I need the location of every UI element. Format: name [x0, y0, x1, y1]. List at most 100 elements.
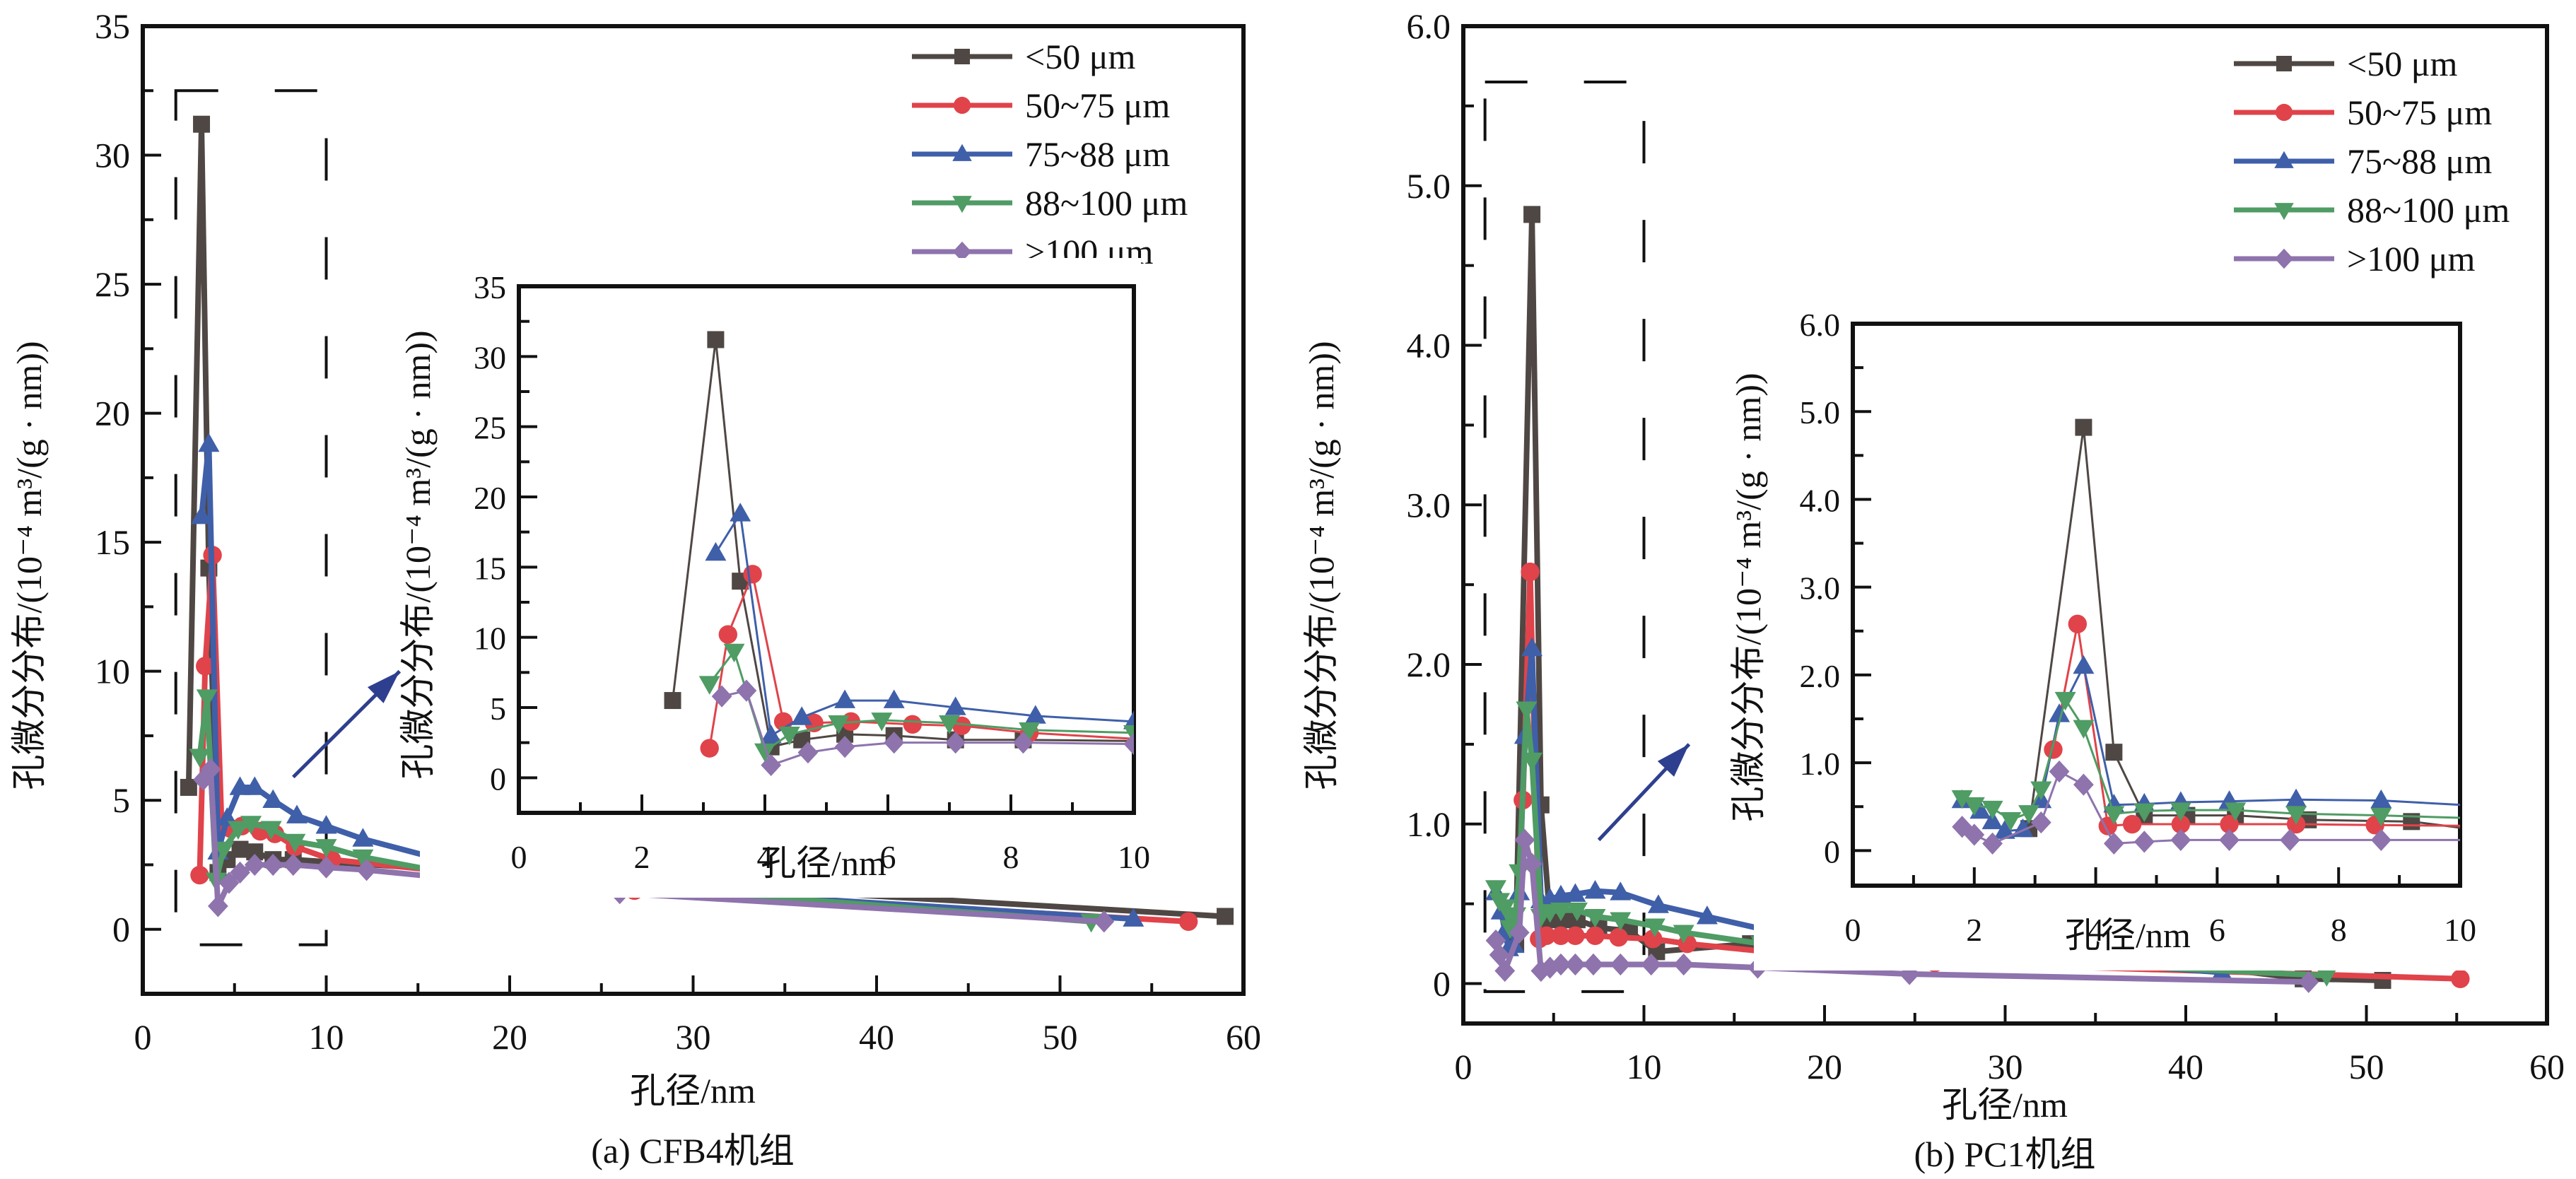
- y-tick-label: 35: [474, 269, 506, 305]
- data-point-triangle-down: [754, 743, 775, 763]
- data-point-diamond: [1123, 733, 1134, 756]
- data-point-diamond: [2274, 248, 2294, 269]
- data-point-triangle-down: [1566, 902, 1588, 922]
- y-tick-label: 0: [490, 761, 506, 797]
- data-point-triangle-up: [352, 828, 374, 847]
- y-tick-label: 5: [112, 780, 130, 820]
- data-point-diamond: [1494, 959, 1516, 983]
- data-point-diamond: [244, 853, 265, 876]
- data-point-diamond: [1673, 953, 1694, 976]
- data-point-triangle-up: [834, 689, 856, 708]
- data-point-triangle-up: [883, 689, 905, 708]
- data-point-triangle-down: [1981, 800, 2003, 820]
- data-point-triangle-up: [262, 789, 284, 808]
- data-point-diamond: [316, 856, 336, 879]
- data-point-diamond: [2133, 831, 2155, 853]
- data-point-triangle-down: [1584, 908, 1606, 928]
- data-point-diamond: [2280, 828, 2300, 852]
- data-point-circle: [1178, 912, 1198, 931]
- data-point-diamond: [262, 853, 283, 876]
- data-point-diamond: [945, 732, 966, 754]
- data-point-triangle-down: [1123, 725, 1134, 744]
- x-tick-label: 60: [2529, 1047, 2565, 1086]
- data-point-circle: [718, 625, 737, 644]
- y-tick-label: 5: [490, 691, 506, 727]
- data-point-triangle-up: [1521, 637, 1543, 657]
- data-point-diamond: [2474, 829, 2495, 851]
- data-point-diamond: [200, 758, 221, 780]
- legend-item: 75~88 μm: [912, 134, 1170, 174]
- data-point-circle: [952, 716, 971, 736]
- data-point-diamond: [1509, 921, 1530, 944]
- x-tick-label: 2: [634, 839, 650, 875]
- data-point-diamond: [2370, 828, 2391, 852]
- data-point-triangle-down: [260, 821, 282, 840]
- data-point-diamond: [2170, 828, 2191, 852]
- x-tick-label: 2: [1966, 912, 1982, 948]
- series-4: [1952, 760, 2495, 855]
- data-point-triangle-up: [1981, 810, 2003, 830]
- y-tick-label: 10: [95, 652, 130, 691]
- data-point-triangle-up: [244, 776, 266, 795]
- data-point-circle: [743, 565, 762, 584]
- data-point-triangle-down: [1550, 902, 1571, 922]
- data-point-diamond: [797, 741, 819, 764]
- x-tick-label: 40: [859, 1017, 894, 1057]
- data-point-triangle-up: [2274, 151, 2294, 168]
- y-tick-label: 6.0: [1800, 307, 1841, 343]
- data-point-triangle-down: [1610, 912, 1632, 931]
- data-point-diamond: [1964, 823, 1985, 846]
- panel-caption: (b) PC1机组: [1914, 1134, 2096, 1174]
- data-point-diamond: [1521, 852, 1542, 875]
- inset-y-axis-title: 孔微分分布/(10⁻⁴ m³/(g · nm)): [1728, 373, 1768, 821]
- y-tick-label: 0: [1433, 964, 1451, 1004]
- data-point-diamond: [1583, 953, 1604, 976]
- data-point-triangle-down: [723, 643, 745, 663]
- data-point-diamond: [1565, 953, 1586, 976]
- data-point-triangle-up: [1696, 905, 1718, 925]
- data-point-circle: [1143, 730, 1161, 749]
- x-tick-label: 10: [1627, 1047, 1662, 1086]
- data-point-circle: [196, 657, 215, 676]
- x-tick-label: 0: [1845, 912, 1861, 948]
- data-point-triangle-down: [952, 196, 972, 213]
- zoom-arrow-head: [367, 671, 400, 703]
- data-point-triangle-down: [1494, 899, 1516, 918]
- data-point-circle: [1551, 926, 1571, 946]
- data-point-square: [2105, 744, 2123, 761]
- x-axis-title: 孔径/nm: [630, 1071, 756, 1110]
- data-point-triangle-down: [227, 821, 249, 840]
- y-tick-label: 20: [95, 394, 130, 433]
- data-point-triangle-down: [1516, 701, 1538, 720]
- inset-y-axis-title: 孔微分分布/(10⁻⁴ m³/(g · nm)): [398, 330, 438, 779]
- panel-caption: (a) CFB4机组: [591, 1131, 795, 1171]
- data-point-triangle-down: [828, 715, 850, 734]
- data-point-circle: [2171, 814, 2191, 834]
- legend-label: 75~88 μm: [2347, 141, 2492, 181]
- series-2: [705, 503, 1267, 744]
- data-point-triangle-up: [1610, 881, 1632, 901]
- legend-item: 50~75 μm: [2234, 93, 2492, 132]
- series-4: [711, 679, 1134, 777]
- data-point-diamond: [2219, 828, 2240, 852]
- legend-item: 88~100 μm: [2234, 190, 2510, 230]
- data-point-diamond: [711, 685, 732, 708]
- data-point-diamond: [1540, 956, 1561, 979]
- x-tick-label: 8: [1003, 839, 1019, 875]
- series-4: [1485, 828, 2319, 993]
- legend-item: <50 μm: [912, 37, 1136, 76]
- data-point-circle: [1644, 929, 1663, 949]
- data-point-triangle-up: [2049, 703, 2071, 722]
- data-point-triangle-up: [1246, 717, 1267, 736]
- data-point-triangle-down: [1644, 918, 1665, 937]
- legend-item: 75~88 μm: [2234, 141, 2492, 181]
- data-point-triangle-up: [1584, 880, 1606, 899]
- y-tick-label: 20: [474, 480, 506, 516]
- y-tick-label: 1.0: [1407, 804, 1451, 844]
- x-tick-label: 10: [1118, 839, 1150, 875]
- data-point-triangle-down: [2000, 812, 2022, 831]
- data-point-square: [2494, 824, 2511, 841]
- data-point-triangle-down: [2133, 803, 2155, 823]
- inset-background: [420, 258, 1141, 898]
